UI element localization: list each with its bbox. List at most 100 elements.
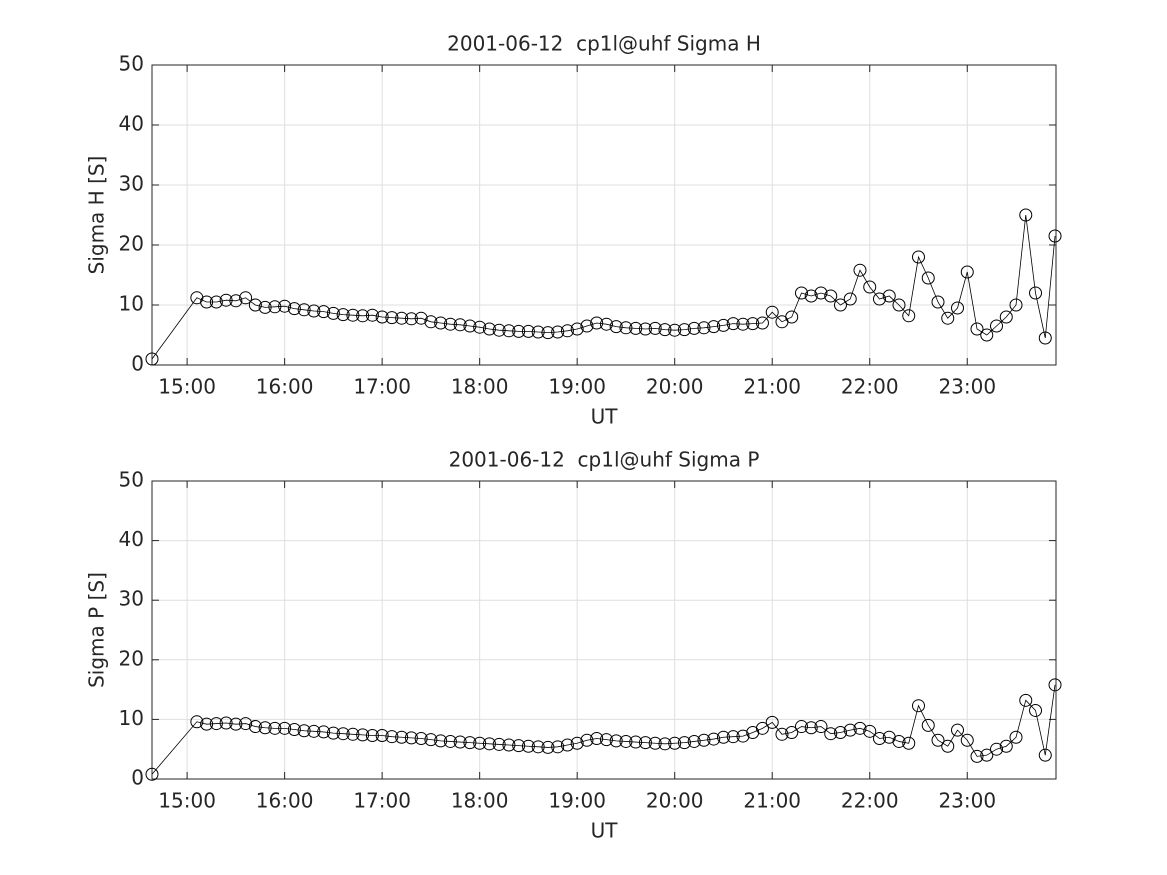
y-tick-label: 20 (119, 232, 144, 256)
marker (287, 302, 301, 316)
marker (931, 733, 945, 747)
marker (609, 320, 623, 334)
x-tick-label: 17:00 (353, 375, 411, 399)
marker (619, 734, 633, 748)
marker (209, 717, 223, 731)
marker (512, 324, 526, 338)
marker (580, 733, 594, 747)
marker (541, 326, 555, 340)
x-tick-label: 21:00 (743, 375, 801, 399)
marker (200, 295, 214, 309)
marker (200, 717, 214, 731)
marker (970, 749, 984, 763)
marker (804, 721, 818, 735)
marker (502, 738, 516, 752)
chart-title: 2001-06-12 cp1l@uhf Sigma H (447, 32, 761, 56)
marker (648, 321, 662, 335)
marker (346, 308, 360, 322)
marker (560, 738, 574, 752)
marker (365, 308, 379, 322)
marker (570, 322, 584, 336)
marker (209, 295, 223, 309)
marker (395, 311, 409, 325)
marker (145, 352, 159, 366)
marker (677, 323, 691, 337)
marker (941, 311, 955, 325)
marker (736, 729, 750, 743)
marker (434, 734, 448, 748)
marker (863, 280, 877, 294)
y-tick-label: 10 (119, 706, 144, 730)
marker (317, 305, 331, 319)
marker (980, 328, 994, 342)
marker (599, 317, 613, 331)
marker (824, 727, 838, 741)
marker (580, 319, 594, 333)
x-tick-label: 19:00 (548, 375, 606, 399)
marker (687, 321, 701, 335)
x-tick-label: 23:00 (938, 789, 996, 813)
x-tick-label: 22:00 (841, 375, 899, 399)
marker (1038, 331, 1052, 345)
marker (765, 715, 779, 729)
plot-frame (151, 480, 1057, 780)
marker (990, 319, 1004, 333)
y-axis-label: Sigma H [S] (85, 156, 109, 275)
marker (843, 292, 857, 306)
marker (473, 736, 487, 750)
marker (375, 310, 389, 324)
marker (258, 721, 272, 735)
chart-title: 2001-06-12 cp1l@uhf Sigma P (449, 448, 760, 472)
marker (814, 286, 828, 300)
marker (229, 717, 243, 731)
marker (785, 310, 799, 324)
marker (521, 324, 535, 338)
marker (833, 726, 847, 740)
x-tick-label: 20:00 (646, 375, 704, 399)
marker (785, 726, 799, 740)
marker (668, 323, 682, 337)
marker (326, 726, 340, 740)
x-tick-label: 21:00 (743, 789, 801, 813)
marker (921, 271, 935, 285)
marker (804, 289, 818, 303)
x-axis-label: UT (591, 819, 619, 843)
x-tick-label: 17:00 (353, 789, 411, 813)
marker (463, 319, 477, 333)
marker (658, 323, 672, 337)
marker (1048, 229, 1062, 243)
marker (375, 728, 389, 742)
marker (560, 324, 574, 338)
marker (502, 324, 516, 338)
series-line (151, 214, 1056, 360)
marker (716, 730, 730, 744)
marker (794, 286, 808, 300)
plot-area (152, 481, 1056, 779)
marker (755, 721, 769, 735)
marker (463, 736, 477, 750)
marker (482, 737, 496, 751)
marker (765, 305, 779, 319)
y-tick-label: 10 (119, 292, 144, 316)
marker (190, 715, 204, 729)
marker (911, 250, 925, 264)
marker (902, 309, 916, 323)
marker (590, 731, 604, 745)
y-tick-label: 30 (119, 587, 144, 611)
marker (356, 728, 370, 742)
y-tick-label: 0 (131, 766, 144, 790)
marker (473, 320, 487, 334)
marker (951, 723, 965, 737)
x-tick-label: 16:00 (256, 789, 314, 813)
marker (268, 300, 282, 314)
marker (453, 735, 467, 749)
marker (677, 736, 691, 750)
marker (1019, 208, 1033, 222)
marker (414, 311, 428, 325)
plot-frame (151, 64, 1057, 366)
marker (658, 737, 672, 751)
marker (824, 289, 838, 303)
marker (970, 322, 984, 336)
marker (590, 316, 604, 330)
